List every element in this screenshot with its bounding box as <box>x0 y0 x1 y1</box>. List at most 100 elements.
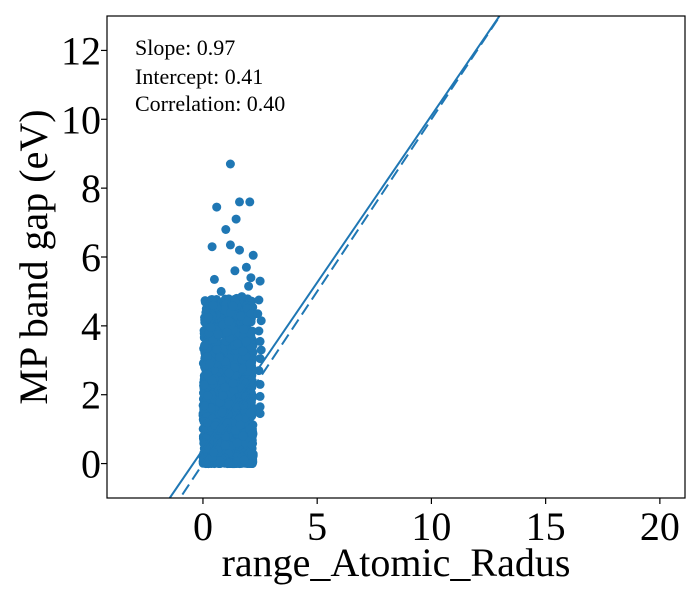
scatter-point <box>255 336 265 346</box>
scatter-point <box>242 316 252 326</box>
scatter-point <box>225 159 235 169</box>
y-tick-label: 10 <box>61 97 101 142</box>
y-tick-label: 6 <box>81 235 101 280</box>
scatter-point <box>246 328 256 338</box>
scatter-point <box>222 418 232 428</box>
scatter-point <box>247 440 257 450</box>
scatter-point <box>241 262 251 272</box>
scatter-point <box>247 429 257 439</box>
y-tick-label: 2 <box>81 373 101 418</box>
scatter-point <box>255 409 265 419</box>
scatter-point <box>238 346 248 356</box>
scatter-point <box>237 292 247 302</box>
annotation-correlation: Correlation: 0.40 <box>135 91 285 116</box>
fit-line <box>168 16 501 498</box>
scatter-point <box>233 339 242 349</box>
scatter-point <box>212 345 222 354</box>
scatter-point <box>225 240 235 250</box>
x-tick-label: 5 <box>307 504 327 549</box>
scatter-point <box>255 402 265 412</box>
scatter-point <box>245 408 255 418</box>
scatter-point <box>215 456 225 466</box>
y-tick-label: 0 <box>81 442 101 487</box>
identity-line <box>181 16 502 496</box>
scatter-point <box>200 401 209 411</box>
x-tick-label: 0 <box>193 504 213 549</box>
scatter-point <box>229 385 239 395</box>
x-tick-label: 10 <box>411 504 451 549</box>
scatter-point <box>239 400 249 410</box>
scatter-point <box>203 352 212 362</box>
scatter-point <box>254 295 264 305</box>
scatter-point <box>255 354 265 364</box>
annotation-intercept: Intercept: 0.41 <box>135 64 263 89</box>
scatter-point <box>246 309 256 319</box>
x-axis-label: range_Atomic_Radus <box>222 540 571 585</box>
scatter-point <box>206 322 216 332</box>
scatter-point <box>254 366 264 376</box>
scatter-point <box>215 352 225 362</box>
scatter-point <box>224 316 234 326</box>
scatter-point <box>212 202 222 212</box>
scatter-point <box>201 457 211 467</box>
scatter-point <box>255 391 265 401</box>
scatter-point <box>245 359 255 369</box>
y-axis-label: MP band gap (eV) <box>11 109 56 404</box>
scatter-point <box>209 274 219 284</box>
scatter-point <box>236 311 246 321</box>
scatter-point <box>256 316 266 326</box>
scatter-point <box>235 245 244 255</box>
scatter-point <box>207 242 217 252</box>
y-tick-label: 12 <box>61 28 101 73</box>
scatter-point <box>237 364 247 374</box>
scatter-point <box>241 336 251 346</box>
axis-ticks: 0 5 10 15 20 0 2 4 6 8 10 12 <box>61 28 680 549</box>
scatter-point <box>246 273 256 283</box>
scatter-point <box>228 378 238 388</box>
scatter-point <box>224 458 234 468</box>
scatter-point <box>245 197 255 207</box>
scatter-point <box>230 363 240 373</box>
scatter-point <box>239 455 249 465</box>
scatter-point <box>216 286 226 296</box>
scatter-point <box>213 329 223 339</box>
scatter-point <box>204 313 213 323</box>
scatter-point <box>239 324 249 334</box>
annotation-slope: Slope: 0.97 <box>135 35 235 60</box>
scatter-point <box>200 340 209 350</box>
scatter-point <box>232 438 242 448</box>
scatter-point <box>224 368 234 378</box>
scatter-point <box>254 326 264 336</box>
scatter-point <box>238 431 248 441</box>
scatter-point <box>235 420 245 430</box>
scatter-point <box>203 418 212 428</box>
x-tick-label: 20 <box>640 504 680 549</box>
scatter-point <box>231 214 241 224</box>
scatter-point <box>235 197 244 207</box>
scatter-point <box>220 382 230 392</box>
scatter-point <box>256 345 266 355</box>
scatter-point <box>221 225 231 234</box>
scatter-point <box>217 408 227 418</box>
scatter-point <box>199 380 209 390</box>
y-tick-label: 8 <box>81 166 101 211</box>
scatter-point <box>255 276 265 286</box>
scatter-point <box>220 440 230 450</box>
scatter-point <box>208 300 218 310</box>
scatter-point <box>247 449 257 459</box>
scatter-point <box>222 327 232 337</box>
plot-marks <box>168 16 502 498</box>
scatter-point <box>207 375 217 385</box>
scatter-point <box>203 391 213 400</box>
x-tick-label: 15 <box>526 504 566 549</box>
scatter-point <box>205 359 215 369</box>
scatter-point <box>209 447 219 457</box>
scatter-point <box>218 391 228 401</box>
scatter-point <box>253 309 263 319</box>
scatter-point <box>248 250 258 260</box>
y-tick-label: 4 <box>81 304 101 349</box>
scatter-point <box>244 281 254 291</box>
scatter-point <box>228 301 238 311</box>
scatter-point <box>230 266 240 276</box>
